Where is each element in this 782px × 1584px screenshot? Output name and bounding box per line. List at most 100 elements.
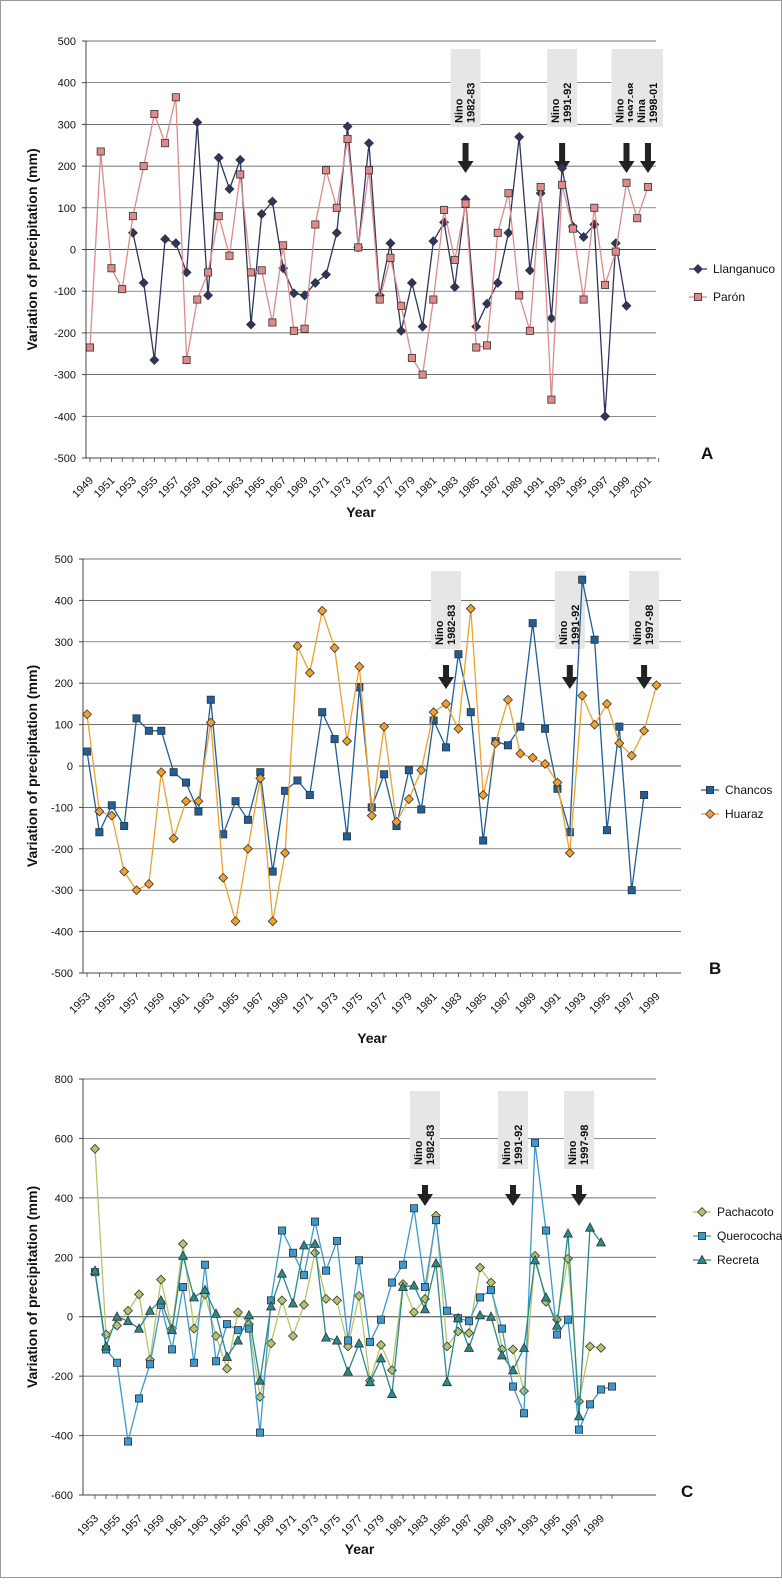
x-tick-label: 1969 <box>251 1513 277 1539</box>
series-llanganuco <box>127 117 632 422</box>
data-point <box>287 1297 299 1308</box>
data-point <box>106 810 117 821</box>
data-point <box>440 205 449 214</box>
data-point <box>304 667 315 678</box>
annotation-box <box>498 1091 528 1169</box>
annotation-1982-83: Nino 1982-83 <box>431 571 462 689</box>
legend-marker <box>698 1232 707 1241</box>
y-tick-label: -200 <box>51 844 73 856</box>
x-tick-label: 1981 <box>383 1513 409 1539</box>
annotation-arrow-shaft <box>644 143 651 163</box>
x-tick-label: 1989 <box>471 1513 497 1539</box>
data-point <box>89 1265 101 1275</box>
data-point <box>222 1320 231 1329</box>
data-point <box>245 319 256 330</box>
data-point <box>94 806 105 817</box>
data-point <box>441 698 451 709</box>
x-tick-label: 1977 <box>371 475 397 501</box>
y-axis-label: Variation of precipitation (mm) <box>24 1186 40 1388</box>
y-tick-label: 300 <box>58 119 76 131</box>
data-point <box>536 182 545 191</box>
data-point <box>565 828 574 837</box>
data-point <box>386 1388 398 1398</box>
data-point <box>300 324 309 333</box>
data-point <box>503 227 514 238</box>
data-point <box>233 1307 243 1318</box>
data-point <box>232 1335 244 1345</box>
data-point <box>267 916 278 927</box>
annotation-arrow-head <box>636 677 653 689</box>
x-tick-label: 1961 <box>166 991 192 1017</box>
data-point <box>181 267 192 278</box>
data-point <box>475 1293 484 1302</box>
annotation-text-2: 1991-92 <box>513 1125 525 1165</box>
annotation-text-2: 1982-83 <box>466 83 478 123</box>
data-point <box>255 773 266 784</box>
data-point <box>497 1324 506 1333</box>
data-point <box>242 843 253 854</box>
x-tick-label: 1967 <box>229 1513 255 1539</box>
data-point <box>577 690 588 701</box>
x-tick-label: 1953 <box>67 991 93 1017</box>
data-point <box>398 1260 407 1269</box>
data-point <box>518 1342 530 1352</box>
y-tick-label: -300 <box>51 885 73 897</box>
legend-label: Chancos <box>725 783 772 797</box>
data-point <box>332 203 341 212</box>
data-point <box>231 797 240 806</box>
data-point <box>139 162 148 171</box>
data-point <box>483 341 492 350</box>
data-point <box>478 790 489 800</box>
x-tick-label: 1955 <box>135 475 161 501</box>
x-axis-label: Year <box>345 1541 375 1557</box>
panel-letter: C <box>681 1482 693 1501</box>
data-point <box>322 166 331 175</box>
legend-marker <box>693 264 703 274</box>
y-tick-label: -600 <box>51 1490 73 1502</box>
y-tick-label: 200 <box>55 1252 73 1264</box>
data-point <box>343 134 352 143</box>
x-tick-label: 1989 <box>500 475 526 501</box>
data-point <box>107 264 116 273</box>
data-point <box>128 212 137 221</box>
data-point <box>493 228 502 237</box>
data-point <box>113 1358 122 1367</box>
data-point <box>376 1315 385 1324</box>
legend-marker <box>694 292 703 301</box>
data-point <box>589 719 600 730</box>
annotation-text-1: Nino <box>558 620 570 645</box>
data-point <box>204 268 213 277</box>
data-point <box>431 1216 440 1225</box>
legend-entry-pachacoto: Pachacoto <box>693 1205 774 1219</box>
x-tick-label: 1957 <box>119 1513 145 1539</box>
data-point <box>520 1409 529 1418</box>
data-point <box>167 1345 176 1354</box>
data-point <box>525 326 534 335</box>
data-point <box>329 643 340 653</box>
x-tick-label: 1981 <box>414 475 440 501</box>
data-point <box>552 777 563 788</box>
x-tick-label: 1959 <box>178 475 204 501</box>
data-point <box>474 1309 486 1320</box>
data-point <box>310 1217 319 1226</box>
x-tick-label: 1985 <box>463 991 489 1017</box>
data-point <box>189 1323 199 1334</box>
data-point <box>564 1315 573 1324</box>
data-point <box>298 1239 310 1250</box>
annotation-text-1: Nino <box>413 1140 425 1165</box>
x-tick-label: 1969 <box>265 991 291 1017</box>
data-point <box>579 295 588 304</box>
data-point <box>558 180 567 189</box>
y-tick-label: 300 <box>55 637 73 649</box>
x-tick-label: 1993 <box>542 475 568 501</box>
y-tick-label: 200 <box>58 161 76 173</box>
annotation-text-1: Nino <box>434 620 446 645</box>
data-point <box>131 885 142 896</box>
annotation-arrow-shaft <box>559 143 566 163</box>
data-point <box>122 1315 134 1326</box>
data-point <box>233 1326 242 1335</box>
data-point <box>144 726 153 735</box>
data-point <box>586 1400 595 1409</box>
x-tick-label: 1955 <box>92 991 118 1017</box>
